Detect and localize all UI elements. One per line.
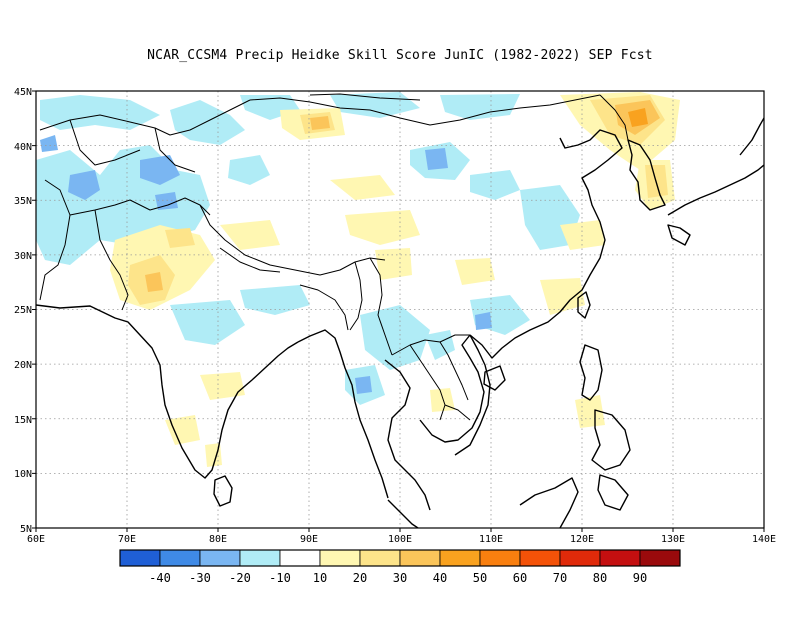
colorbar-swatch (599, 549, 641, 567)
colorbar-label: 10 (313, 571, 327, 585)
axis-ticks (32, 90, 765, 532)
colorbar-frame (119, 549, 681, 567)
lon-label-100E: 100E (388, 534, 412, 545)
colorbar-swatch (239, 549, 281, 567)
colorbar-swatch (399, 549, 441, 567)
colorbar-label: -30 (189, 571, 211, 585)
colorbar-swatch (559, 549, 601, 567)
colorbar-label: 60 (513, 571, 527, 585)
lat-label-10N: 10N (14, 469, 32, 480)
lon-label-140E: 140E (752, 534, 776, 545)
colorbar-swatch (639, 549, 681, 567)
colorbar-swatch (119, 549, 161, 567)
colorbar-swatch (199, 549, 241, 567)
colorbar-swatch (439, 549, 481, 567)
lon-label-70E: 70E (118, 534, 136, 545)
lat-label-45N: 45N (14, 87, 32, 98)
colorbar (119, 549, 681, 567)
colorbar-swatch (479, 549, 521, 567)
latitude-labels: 5N 10N 15N 20N 25N 30N 35N 40N 45N (14, 87, 32, 535)
colorbar-label: 30 (393, 571, 407, 585)
skill-shading (36, 92, 680, 467)
lat-label-30N: 30N (14, 251, 32, 262)
lat-label-15N: 15N (14, 415, 32, 426)
lon-label-120E: 120E (570, 534, 594, 545)
colorbar-swatch (279, 549, 321, 567)
longitude-labels: 60E 70E 80E 90E 100E 110E 120E 130E 140E (27, 534, 776, 545)
colorbar-label: -20 (229, 571, 251, 585)
colorbar-label: 50 (473, 571, 487, 585)
lat-label-25N: 25N (14, 305, 32, 316)
colorbar-label: -10 (269, 571, 291, 585)
lat-label-5N: 5N (20, 524, 32, 535)
lat-label-40N: 40N (14, 142, 32, 153)
colorbar-swatch (159, 549, 201, 567)
lon-label-90E: 90E (300, 534, 318, 545)
colorbar-label: 20 (353, 571, 367, 585)
lat-label-20N: 20N (14, 360, 32, 371)
lon-label-80E: 80E (209, 534, 227, 545)
colorbar-label: 90 (633, 571, 647, 585)
colorbar-label: 80 (593, 571, 607, 585)
map-title: NCAR_CCSM4 Precip Heidke Skill Score Jun… (147, 48, 653, 63)
gridlines (36, 91, 764, 528)
country-borders (39, 93, 629, 421)
lon-label-110E: 110E (479, 534, 503, 545)
colorbar-label: 40 (433, 571, 447, 585)
colorbar-swatch (359, 549, 401, 567)
coastlines (36, 117, 764, 528)
colorbar-swatch (319, 549, 361, 567)
colorbar-swatch (519, 549, 561, 567)
lon-label-60E: 60E (27, 534, 45, 545)
colorbar-label: -40 (149, 571, 171, 585)
lat-label-35N: 35N (14, 196, 32, 207)
colorbar-labels: -40 -30 -20 -10 10 20 30 40 50 60 70 80 … (149, 571, 647, 585)
lon-label-130E: 130E (661, 534, 685, 545)
colorbar-label: 70 (553, 571, 567, 585)
